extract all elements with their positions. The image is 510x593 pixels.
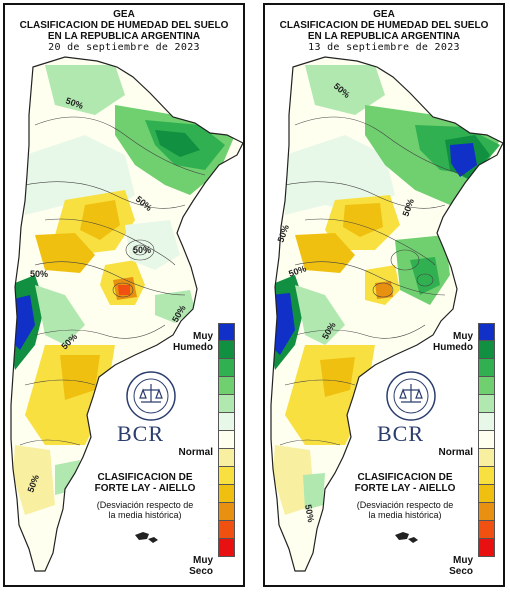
color-legend [478, 323, 495, 557]
legend-swatch [478, 539, 495, 557]
legend-swatch [478, 323, 495, 341]
label-muy: Muy [453, 331, 473, 342]
malvinas-islands [395, 532, 418, 543]
legend-swatch [218, 395, 235, 413]
legend-label-muy-humedo: Muy Humedo [425, 331, 473, 353]
legend-swatch [478, 485, 495, 503]
label-muy: Muy [193, 331, 213, 342]
legend-swatch [218, 539, 235, 557]
argentina-soil-moisture-map: 50% 50% 50% 50% 50% 50% [270, 56, 503, 572]
title-date: 20 de septiembre de 2023 [48, 42, 200, 53]
title-line2: EN LA REPUBLICA ARGENTINA [307, 31, 461, 42]
classification-description: (Desviación respecto de la media históri… [75, 500, 215, 520]
label-humedo: Humedo [433, 342, 473, 353]
legend-swatch [478, 503, 495, 521]
classification-title: CLASIFICACION DE FORTE LAY - AIELLO [75, 472, 215, 494]
bcr-seal-logo [126, 371, 176, 421]
bcr-logo-text: BCR [117, 421, 165, 446]
desc-line1: (Desviación respecto de [356, 500, 454, 510]
argentina-soil-moisture-map: 50% 50% 50% 50% 50% 50% 50% [10, 56, 243, 572]
legend-swatch [218, 449, 235, 467]
classification-title: CLASIFICACION DE FORTE LAY - AIELLO [335, 472, 475, 494]
legend-label-muy-seco: Muy Seco [425, 555, 473, 577]
legend-swatch [478, 413, 495, 431]
legend-label-muy-seco: Muy Seco [165, 555, 213, 577]
legend-label-muy-humedo: Muy Humedo [165, 331, 213, 353]
legend-swatch [478, 467, 495, 485]
contour-label: 50% [133, 245, 151, 255]
title-line2: EN LA REPUBLICA ARGENTINA [47, 31, 201, 42]
legend-swatch [218, 359, 235, 377]
contour-label: 50% [30, 269, 48, 279]
map-panel-sep20: GEA CLASIFICACION DE HUMEDAD DEL SUELO E… [3, 3, 245, 587]
legend-swatch [218, 521, 235, 539]
legend-swatch [218, 431, 235, 449]
panel-title: GEA CLASIFICACION DE HUMEDAD DEL SUELO E… [265, 9, 503, 53]
clas-line2: FORTE LAY - AIELLO [354, 483, 456, 494]
title-org: GEA [373, 9, 395, 20]
legend-swatch [478, 359, 495, 377]
legend-label-normal: Normal [178, 447, 213, 458]
classification-description: (Desviación respecto de la media históri… [335, 500, 475, 520]
argentina-border [270, 56, 503, 572]
legend-swatch [218, 413, 235, 431]
label-muy: Muy [453, 555, 473, 566]
panel-title: GEA CLASIFICACION DE HUMEDAD DEL SUELO E… [5, 9, 243, 53]
clas-line2: FORTE LAY - AIELLO [94, 483, 196, 494]
title-date: 13 de septiembre de 2023 [308, 42, 460, 53]
legend-swatch [478, 449, 495, 467]
legend-swatch [218, 323, 235, 341]
legend-swatch [478, 341, 495, 359]
legend-swatch [478, 521, 495, 539]
legend-label-normal: Normal [438, 447, 473, 458]
clas-line1: CLASIFICACION DE [97, 472, 193, 483]
title-line1: CLASIFICACION DE HUMEDAD DEL SUELO [279, 20, 489, 31]
legend-swatch [218, 503, 235, 521]
label-muy: Muy [193, 555, 213, 566]
legend-swatch [478, 377, 495, 395]
legend-swatch [218, 467, 235, 485]
legend-swatch [478, 431, 495, 449]
malvinas-islands [135, 532, 158, 543]
desc-line2: la media histórica) [108, 510, 182, 520]
contour-label: 50% [303, 504, 316, 523]
desc-line2: la media histórica) [368, 510, 442, 520]
argentina-border [10, 56, 243, 572]
label-humedo: Humedo [173, 342, 213, 353]
clas-line1: CLASIFICACION DE [357, 472, 453, 483]
title-org: GEA [113, 9, 135, 20]
color-legend [218, 323, 235, 557]
legend-swatch [478, 395, 495, 413]
label-seco: Seco [189, 566, 213, 577]
bcr-seal-logo [386, 371, 436, 421]
legend-swatch [218, 485, 235, 503]
bcr-logo-text: BCR [377, 421, 425, 446]
legend-swatch [218, 377, 235, 395]
map-panel-sep13: GEA CLASIFICACION DE HUMEDAD DEL SUELO E… [263, 3, 505, 587]
title-line1: CLASIFICACION DE HUMEDAD DEL SUELO [19, 20, 229, 31]
desc-line1: (Desviación respecto de [96, 500, 194, 510]
legend-swatch [218, 341, 235, 359]
label-seco: Seco [449, 566, 473, 577]
